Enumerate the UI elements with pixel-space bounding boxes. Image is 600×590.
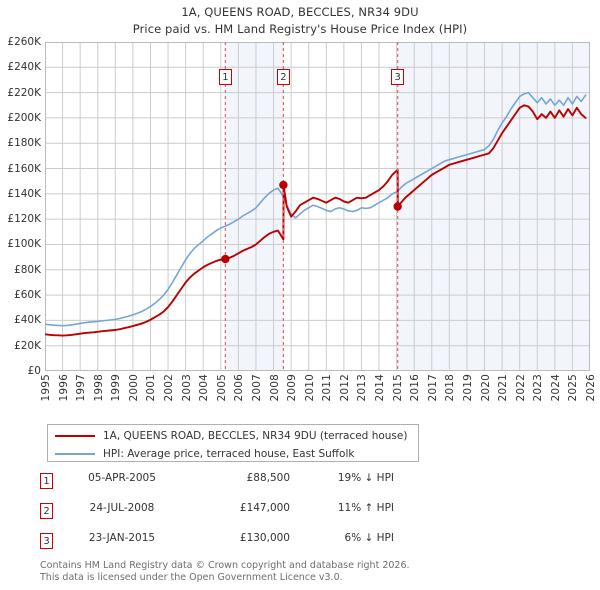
chart-marker-badge-2[interactable]: 2 bbox=[276, 69, 290, 85]
x-axis-tick-label: 2023 bbox=[532, 374, 545, 402]
transaction-point-2[interactable] bbox=[279, 180, 288, 190]
x-axis-tick-label: 2022 bbox=[514, 374, 527, 402]
y-axis-tick-label: £40K bbox=[14, 314, 41, 327]
footer-attribution: Contains HM Land Registry data © Crown c… bbox=[40, 560, 560, 584]
y-axis-tick-label: £60K bbox=[14, 289, 41, 302]
x-axis-tick-label: 2000 bbox=[127, 374, 140, 402]
y-axis-tick-label: £180K bbox=[7, 137, 41, 150]
legend-item-label: 1A, QUEENS ROAD, BECCLES, NR34 9DU (terr… bbox=[103, 429, 408, 442]
x-axis-tick-label: 2010 bbox=[303, 374, 316, 402]
y-axis-tick-label: £80K bbox=[14, 263, 41, 276]
x-axis-tick-label: 2011 bbox=[321, 374, 334, 402]
transaction-point-3[interactable] bbox=[393, 202, 402, 211]
page-title: 1A, QUEENS ROAD, BECCLES, NR34 9DU Price… bbox=[0, 4, 600, 38]
x-axis-tick-label: 2017 bbox=[426, 374, 439, 402]
transaction-index-badge: 3 bbox=[40, 533, 53, 549]
x-axis-tick-label: 2021 bbox=[497, 374, 510, 402]
y-axis-tick-label: £200K bbox=[7, 111, 41, 124]
x-axis-labels: 1995 1996 1997 1998 1999 2000 2001 2002 2003 2004… bbox=[40, 374, 597, 418]
transaction-hpi-delta: 11% ↑ HPI bbox=[337, 502, 394, 514]
y-axis-tick-label: £260K bbox=[7, 36, 41, 48]
legend-item-1: 1A, QUEENS ROAD, BECCLES, NR34 9DU (terr… bbox=[48, 426, 418, 445]
x-axis-tick-label: 2007 bbox=[250, 374, 263, 402]
x-axis-tick-label: 2001 bbox=[145, 374, 158, 402]
y-axis-tick-label: £160K bbox=[7, 162, 41, 175]
footer-line-copyright: Contains HM Land Registry data © Crown c… bbox=[40, 560, 410, 571]
x-axis-tick-label: 2002 bbox=[163, 374, 176, 402]
x-axis-tick-label: 2016 bbox=[409, 374, 422, 402]
y-axis-tick-label: £0 bbox=[27, 365, 41, 377]
footer-line-licence: This data is licensed under the Open Gov… bbox=[40, 572, 343, 583]
chart-marker-badge-1[interactable]: 1 bbox=[218, 69, 232, 85]
transaction-hpi-delta: 6% ↓ HPI bbox=[344, 532, 394, 544]
y-axis-tick-label: £240K bbox=[7, 61, 41, 74]
x-axis-tick-label: 2020 bbox=[479, 374, 492, 402]
y-axis-tick-label: £220K bbox=[7, 86, 41, 99]
transaction-date: 05-APR-2005 bbox=[88, 472, 156, 484]
transaction-index-badge: 2 bbox=[40, 503, 53, 519]
legend-swatch-hpi bbox=[55, 452, 95, 455]
transaction-row[interactable]: 3 23-JAN-2015 £130,000 6% ↓ HPI bbox=[40, 530, 440, 560]
series-line-hpi bbox=[45, 91, 587, 327]
x-axis-tick-label: 2006 bbox=[233, 374, 246, 402]
x-axis-tick-label: 2004 bbox=[198, 374, 211, 402]
x-axis-tick-label: 2026 bbox=[585, 374, 597, 402]
legend-item-label: HPI: Average price, terraced house, East… bbox=[103, 447, 355, 460]
transaction-date: 23-JAN-2015 bbox=[88, 532, 156, 544]
x-axis-tick-label: 2005 bbox=[215, 374, 228, 402]
x-axis-tick-label: 2014 bbox=[374, 374, 387, 402]
transaction-hpi-delta: 19% ↓ HPI bbox=[337, 472, 394, 484]
shaded-band-2 bbox=[397, 42, 590, 371]
x-axis-tick-label: 2019 bbox=[461, 374, 474, 402]
x-axis-tick-label: 2015 bbox=[391, 374, 404, 402]
title-line-secondary: Price paid vs. HM Land Registry's House … bbox=[132, 22, 468, 36]
y-axis-labels: £0 £20K £40K £60K £80K £100K £120K £140K £160K £1… bbox=[0, 36, 41, 377]
chart-marker-badge-3[interactable]: 3 bbox=[391, 69, 405, 85]
transaction-date: 24-JUL-2008 bbox=[89, 502, 155, 514]
x-axis-tick-label: 1995 bbox=[40, 374, 52, 402]
plot-border bbox=[45, 42, 590, 371]
x-axis-tick-label: 1999 bbox=[110, 374, 123, 402]
y-axis-tick-label: £120K bbox=[7, 213, 41, 226]
y-axis-tick-label: £20K bbox=[14, 339, 41, 352]
x-axis-tick-label: 2025 bbox=[567, 374, 580, 402]
x-axis-tick-label: 1997 bbox=[75, 374, 88, 402]
legend-swatch-price-paid bbox=[55, 434, 95, 437]
shaded-band-1 bbox=[225, 42, 284, 371]
x-axis-tick-label: 2009 bbox=[286, 374, 299, 402]
transaction-price: £147,000 bbox=[239, 502, 290, 514]
title-line-primary: 1A, QUEENS ROAD, BECCLES, NR34 9DU bbox=[181, 5, 419, 19]
y-axis-tick-label: £140K bbox=[7, 187, 41, 200]
x-axis-tick-label: 2012 bbox=[338, 374, 351, 402]
transaction-row[interactable]: 2 24-JUL-2008 £147,000 11% ↑ HPI bbox=[40, 500, 440, 530]
transactions-table: 1 05-APR-2005 £88,500 19% ↓ HPI 2 24-JUL-2008… bbox=[40, 470, 440, 560]
x-axis-tick-label: 2003 bbox=[180, 374, 193, 402]
x-axis-tick-label: 1998 bbox=[92, 374, 105, 402]
x-axis-tick-label: 2024 bbox=[549, 374, 562, 402]
x-axis-tick-label: 1996 bbox=[57, 374, 70, 402]
transaction-row[interactable]: 1 05-APR-2005 £88,500 19% ↓ HPI bbox=[40, 470, 440, 500]
chart-plot-area bbox=[45, 42, 590, 371]
transaction-price: £88,500 bbox=[246, 472, 290, 484]
x-axis-tick-label: 2008 bbox=[268, 374, 281, 402]
y-axis-tick-label: £100K bbox=[7, 238, 41, 251]
transaction-price: £130,000 bbox=[239, 532, 290, 544]
legend-item-2: HPI: Average price, terraced house, East… bbox=[48, 444, 418, 463]
series-line-price-paid bbox=[45, 104, 587, 337]
price-history-line-chart bbox=[45, 42, 590, 371]
transaction-index-badge: 1 bbox=[40, 473, 53, 489]
transaction-point-1[interactable] bbox=[221, 254, 230, 264]
x-axis-tick-label: 2018 bbox=[444, 374, 457, 402]
x-axis-tick-label: 2013 bbox=[356, 374, 369, 402]
chart-legend: 1A, QUEENS ROAD, BECCLES, NR34 9DU (terr… bbox=[47, 424, 419, 462]
